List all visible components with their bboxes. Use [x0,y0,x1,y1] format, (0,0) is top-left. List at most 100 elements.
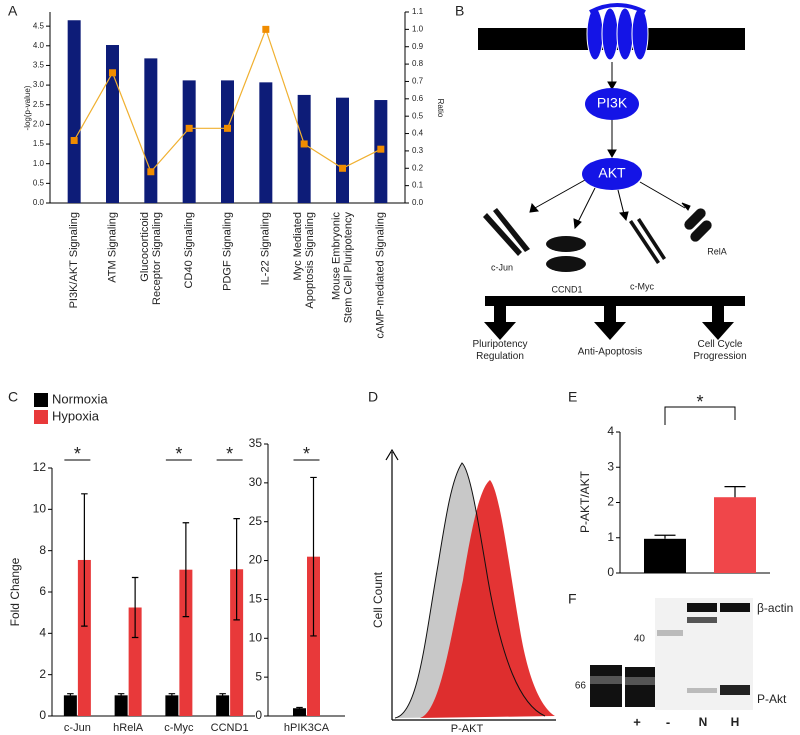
y2-tick-label: 1.1 [412,7,424,16]
y-tick-label: 10 [33,502,47,516]
target-label: CCND1 [551,284,582,294]
y-axis-label: -log(p-value) [23,85,32,130]
error-bar [296,706,303,710]
marker [339,164,346,172]
y-tick-label: 2.5 [33,100,45,109]
significance-star: * [696,392,703,412]
marker [377,145,385,153]
error-bar [724,486,746,498]
y-axis-label: Cell Count [371,571,385,628]
band-label: β-actin [757,601,793,615]
y-tick-label: 2.0 [33,120,45,129]
marker [147,168,155,176]
panel-letter: E [568,389,577,405]
node-label: AKT [598,165,626,181]
bar [165,695,179,716]
y-tick-label: 3 [607,459,614,473]
y-tick-label: 1 [607,530,614,544]
error-bar [654,534,676,539]
y-tick-label: 6 [39,584,46,598]
y-tick-label: 35 [249,436,263,450]
x-axis-label: P-AKT [451,723,484,735]
bar [128,607,142,716]
y-tick-label: 25 [249,514,263,528]
bar [230,569,244,716]
y-tick-label: 1.5 [33,139,45,148]
bar [144,58,158,204]
error-bar [117,693,125,698]
y-tick-label: 15 [249,592,263,606]
x-tick-label: hRelA [113,722,144,734]
target-label: c-Myc [630,281,654,291]
marker-label: 66 [575,681,587,692]
y2-tick-label: 0.6 [412,94,424,103]
x-tick-label: CCND1 [211,722,249,734]
pathway-diagram: PI3K AKT c-Jun CCND1 c-Myc RelA Pluripot… [472,3,747,362]
significance-bracket [664,406,736,425]
y-tick-label: 5 [255,669,262,683]
bar [485,296,745,306]
y2-tick-label: 0.7 [412,77,424,86]
x-tick-label: cAMP-mediated Signaling [375,212,387,339]
lane-label: + [633,714,641,729]
flow-histogram: Cell Count P-AKT [371,448,556,735]
error-bar [67,693,74,698]
target-label: c-Jun [491,262,513,272]
lane-label: - [666,714,670,729]
panel-letter: F [568,591,577,607]
marker [262,25,270,33]
y-tick-label: 4 [607,424,614,438]
bar [67,20,81,204]
x-tick-label: CD40 Signaling [183,212,195,288]
marker [70,136,78,144]
hypoxia-distribution [420,480,555,718]
bar [179,569,193,716]
receptor [586,3,649,61]
error-bar [131,576,139,639]
y-tick-label: 3.0 [33,80,45,89]
outcome-label: Cell Cycle Progression [693,339,746,362]
significance-star: * [175,444,182,464]
y-tick-label: 2 [607,495,614,509]
bar [77,559,91,716]
outcome-arrows [484,306,734,340]
western-blot: β-actin P-Akt 40 66 + - N H [575,598,793,729]
x-tick-label: ATM Signaling [106,212,118,283]
panel-letter: C [8,389,18,405]
node-label: PI3K [597,95,628,111]
node [582,158,642,190]
arrows [529,62,691,230]
y-axis-label: P-AKT/AKT [578,470,592,533]
bar [297,94,311,203]
lane-label: N [699,715,708,729]
bar [182,80,196,203]
y-axis-label: Fold Change [8,557,22,626]
legend-swatch [34,410,48,424]
marker [185,124,193,132]
bar [336,97,349,203]
x-tick-label: PI3K/AKT Signaling [68,212,80,308]
error-bar [310,476,317,637]
y-tick-label: 20 [249,553,263,567]
x-tick-label: Mouse EmbryonicStem Cell Pluripotency [330,212,354,324]
bar [216,695,230,716]
y-tick-label: 0 [39,708,46,722]
protein-shapes [483,208,712,272]
panel-letter: A [8,3,18,19]
marker [224,124,231,132]
bar [114,695,128,716]
marker-label: 40 [634,634,646,645]
y-tick-label: 0.0 [33,198,45,207]
y-tick-label: 30 [249,475,263,489]
y-tick-label: 12 [33,460,47,474]
y-tick-label: 4 [39,626,46,640]
error-bar [81,493,88,627]
error-bar [219,693,226,698]
y-tick-label: 4.0 [33,41,45,50]
charts: 0.0 0.5 1.0 1.5 2.0 2.5 3.0 3.5 4.0 4.5 0.0 0.1 0.2 0… [8,7,770,734]
lane-label: H [731,715,740,729]
y-tick-label: 4.5 [33,21,45,30]
bar [644,538,686,573]
y2-tick-label: 0.2 [412,163,424,172]
